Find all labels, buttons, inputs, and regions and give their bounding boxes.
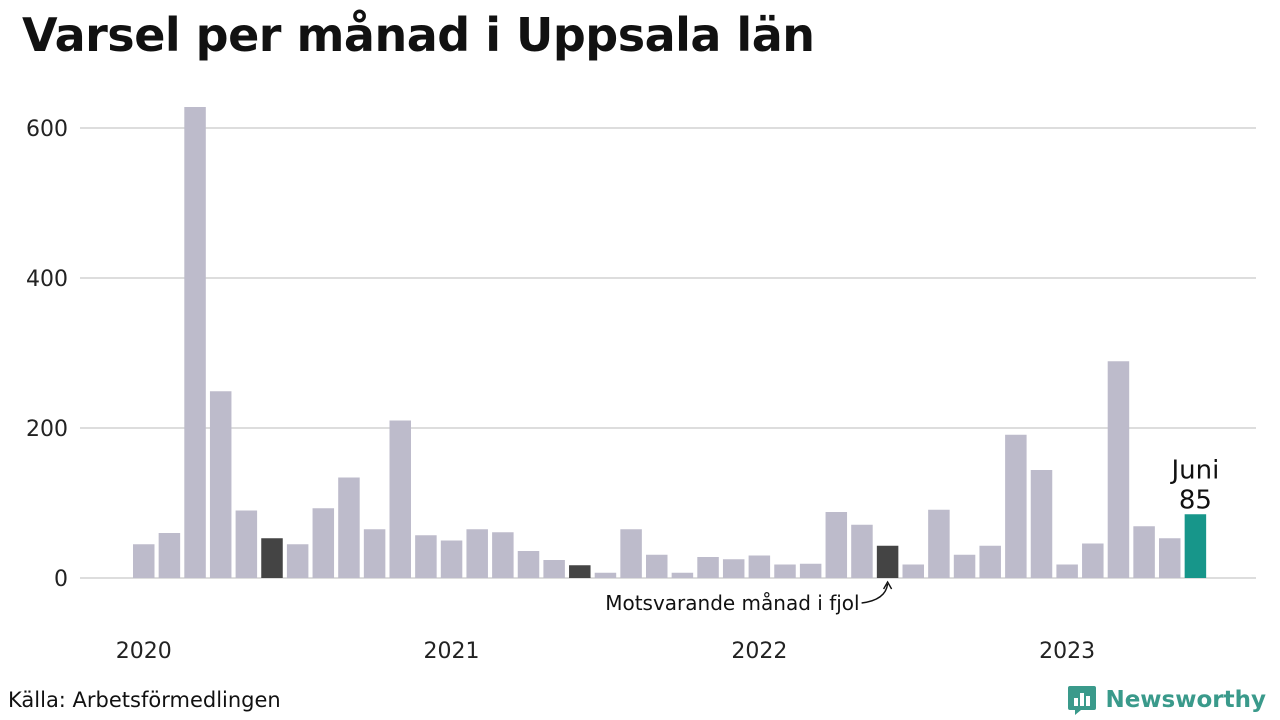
bar-2020-03 (184, 107, 206, 578)
y-axis-ticks: 0 200 400 600 (26, 117, 68, 592)
bar-2020-01 (133, 544, 155, 578)
bar-2020-06 (261, 538, 283, 578)
x-tick-label: 2020 (116, 639, 172, 664)
y-tick-label: 600 (26, 117, 68, 142)
bar-2022-05 (851, 524, 873, 578)
annotation-text: Motsvarande månad i fjol (605, 591, 859, 615)
x-tick-label: 2022 (731, 639, 787, 664)
bar-2020-09 (338, 477, 360, 578)
bar-2020-05 (235, 510, 258, 578)
bar-2021-10 (671, 572, 694, 578)
newsworthy-logo-icon (1068, 686, 1097, 715)
y-tick-label: 0 (54, 567, 68, 592)
brand: Newsworthy (1067, 684, 1266, 716)
bar-2022-10 (979, 545, 1001, 578)
annotation-arrowhead (882, 580, 893, 590)
bar-2020-07 (286, 544, 309, 578)
bar-2023-02 (1082, 543, 1104, 578)
chart-title: Varsel per månad i Uppsala län (22, 8, 815, 62)
bar-2020-11 (389, 420, 411, 578)
bar-2022-01 (748, 555, 771, 578)
source-note: Källa: Arbetsförmedlingen (8, 688, 281, 712)
x-tick-label: 2021 (424, 639, 480, 664)
bar-2021-11 (697, 557, 719, 578)
x-tick-label: 2023 (1039, 639, 1095, 664)
bar-2021-01 (440, 540, 463, 578)
bar-2023-04 (1133, 526, 1155, 578)
bar-2021-07 (594, 572, 617, 578)
bar-2022-09 (953, 554, 976, 578)
y-tick-label: 400 (26, 267, 68, 292)
bar-2020-10 (363, 529, 386, 578)
bar-2020-08 (312, 508, 335, 578)
bar-2022-11 (1005, 434, 1027, 578)
y-tick-label: 200 (26, 417, 68, 442)
bar-2022-02 (774, 564, 796, 578)
bar-2022-12 (1030, 470, 1053, 578)
bar-2023-03 (1107, 361, 1130, 578)
x-axis-year-labels: 2020 2021 2022 2023 (116, 639, 1095, 664)
current-month-label: Juni (1169, 455, 1219, 485)
bar-2021-03 (492, 532, 514, 578)
bar-2021-09 (646, 554, 668, 578)
bar-2022-06 (876, 545, 899, 578)
bar-2020-12 (415, 535, 437, 578)
bar-2020-04 (209, 391, 232, 578)
current-value-label: 85 (1179, 485, 1212, 515)
brand-name: Newsworthy (1105, 687, 1266, 713)
bar-2023-01 (1056, 564, 1078, 578)
annotation-arrow (861, 583, 889, 604)
bar-2023-05 (1159, 538, 1181, 578)
bar-2020-02 (158, 533, 181, 578)
bar-2022-03 (799, 563, 822, 578)
bar-2021-12 (722, 559, 745, 578)
bar-2021-04 (517, 551, 540, 578)
bar-2021-08 (620, 529, 642, 578)
bar-2022-07 (902, 564, 924, 578)
bars (133, 107, 1207, 578)
bar-2023-06 (1184, 514, 1207, 578)
bar-2021-06 (569, 565, 591, 578)
bar-2022-04 (825, 512, 848, 578)
bar-2021-02 (466, 529, 488, 578)
bar-2021-05 (543, 560, 565, 578)
bar-2022-08 (928, 509, 950, 578)
